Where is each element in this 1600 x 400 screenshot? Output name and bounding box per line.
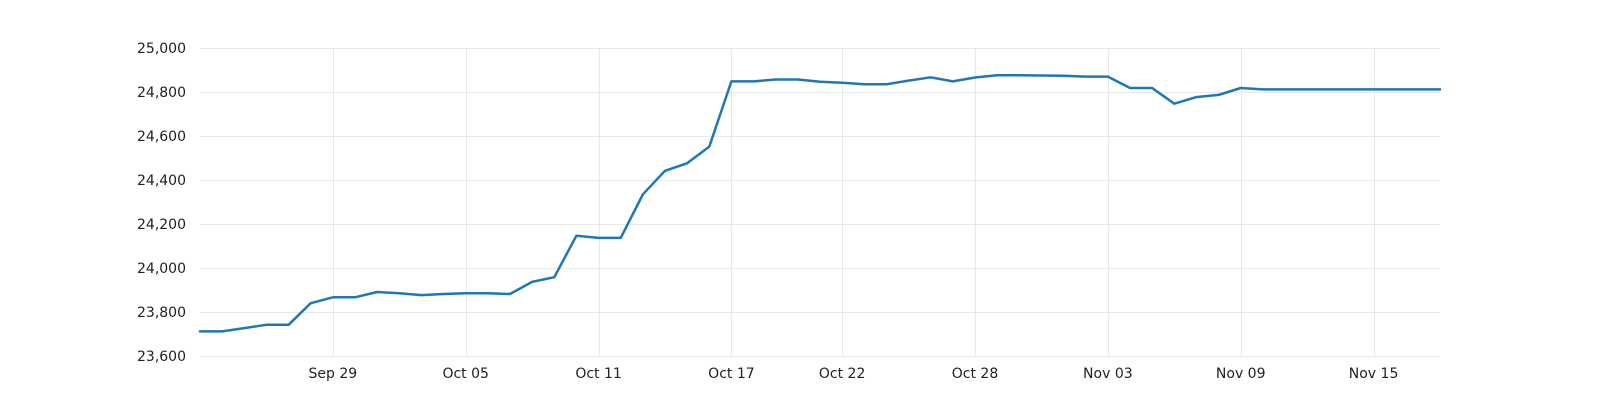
grid-layer — [200, 48, 1440, 357]
x-tick-label: Oct 17 — [708, 366, 754, 382]
x-tick-label: Oct 11 — [575, 366, 621, 382]
x-tick-label: Oct 22 — [819, 366, 865, 382]
x-tick-label: Oct 28 — [952, 366, 998, 382]
y-tick-label: 24,000 — [137, 261, 186, 277]
series-layer — [198, 74, 1442, 333]
y-tick-label: 23,800 — [137, 305, 186, 321]
x-axis: Sep 29 Oct 05 Oct 11 Oct 17 Oct 22 Oct 28 Nov … — [309, 366, 1399, 382]
x-tick-label: Sep 29 — [309, 366, 358, 382]
y-tick-label: 24,600 — [137, 129, 186, 145]
x-tick-label: Nov 03 — [1083, 366, 1133, 382]
x-tick-label: Nov 15 — [1349, 366, 1399, 382]
x-tick-label: Nov 09 — [1216, 366, 1266, 382]
x-tick-label: Oct 05 — [442, 366, 488, 382]
y-tick-label: 24,200 — [137, 217, 186, 233]
y-tick-label: 24,800 — [137, 85, 186, 101]
y-tick-label: 23,600 — [137, 349, 186, 365]
series-line — [198, 74, 1442, 333]
y-axis: 23,600 23,800 24,000 24,200 24,400 24,600 24,8… — [137, 41, 186, 365]
y-tick-label: 25,000 — [137, 41, 186, 57]
y-tick-label: 24,400 — [137, 173, 186, 189]
